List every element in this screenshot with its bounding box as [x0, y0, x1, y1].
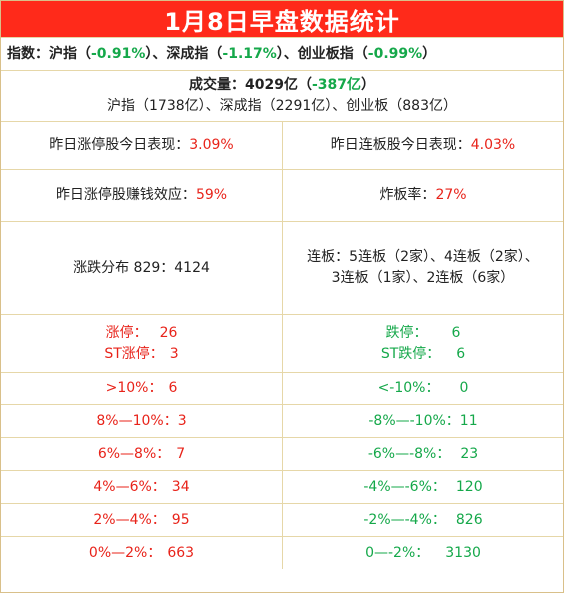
st-limit-down-count: 6 [456, 345, 466, 362]
range-row: 8%—10%： 3 -8%—-10%： 11 [1, 404, 563, 437]
consecutive-performance: 昨日连板股今日表现： 4.03% [282, 122, 563, 169]
cy-index-value: -0.99% [367, 45, 423, 62]
sz-index-value: -1.17% [222, 45, 277, 62]
down-range-cell: -8%—-10%： 11 [282, 405, 563, 437]
indices-cell: 指数： 沪指 （ -0.91% ）、 深成指 （ -1.17% ）、 创业板指 … [1, 38, 563, 70]
up-range-cell: 6%—8%： 7 [97, 445, 186, 462]
volume-change: -387亿 [311, 77, 361, 93]
limitup-performance-value: 3.09% [189, 137, 234, 153]
volume-row: 成交量：4029亿（-387亿） 沪指（1738亿）、深成指（2291亿）、创业… [1, 70, 563, 121]
up-range-cell: 8%—10%： 3 [96, 412, 187, 429]
profit-effect: 昨日涨停股赚钱效应： 59% [1, 170, 282, 221]
down-range-cell: -6%—-8%： 23 [282, 438, 563, 470]
range-row: >10%： 6 <-10%： 0 [1, 372, 563, 404]
up-down-distribution: 涨跌分布 829：4124 [73, 259, 210, 276]
cy-index-name: 创业板指 [297, 45, 354, 62]
profit-row: 昨日涨停股赚钱效应： 59% 炸板率： 27% [1, 169, 563, 221]
break-rate: 炸板率： 27% [282, 170, 563, 221]
down-range-cell: <-10%： 0 [282, 373, 563, 404]
limit-up-cell: 涨停： 26 ST涨停： 3 [104, 324, 179, 362]
st-limit-up-count: 3 [169, 345, 179, 362]
down-range-cell: -4%—-6%： 120 [282, 471, 563, 503]
volume-label: 成交量：4029亿 [188, 77, 298, 93]
range-row: 0%—2%： 663 0—-2%： 3130 [1, 536, 563, 569]
up-range-cell: 2%—4%： 95 [93, 511, 190, 528]
performance-row: 昨日涨停股今日表现： 3.09% 昨日连板股今日表现： 4.03% [1, 121, 563, 169]
limit-row: 涨停： 26 ST涨停： 3 跌停： 6 ST跌停： 6 [1, 314, 563, 372]
volume-detail: 沪指（1738亿）、深成指（2291亿）、创业板（883亿） [107, 98, 457, 114]
limit-down-count: 6 [451, 324, 461, 341]
consecutive-board-list: 连板：5连板（2家）、4连板（2家）、 3连板（1家）、2连板（6家） [282, 222, 563, 314]
range-row: 6%—8%： 7 -6%—-8%： 23 [1, 437, 563, 470]
sh-index-value: -0.91% [91, 45, 146, 62]
sh-index-name: 沪指 [49, 45, 77, 62]
indices-label: 指数： [7, 45, 49, 62]
distribution-row: 涨跌分布 829：4124 连板：5连板（2家）、4连板（2家）、 3连板（1家… [1, 221, 563, 314]
range-row: 2%—4%： 95 -2%—-4%： 826 [1, 503, 563, 536]
consecutive-performance-value: 4.03% [470, 137, 516, 153]
limitup-performance: 昨日涨停股今日表现： 3.09% [1, 122, 282, 169]
volume-cell: 成交量：4029亿（-387亿） 沪指（1738亿）、深成指（2291亿）、创业… [1, 71, 563, 121]
up-range-cell: >10%： 6 [105, 380, 178, 396]
indices-row: 指数： 沪指 （ -0.91% ）、 深成指 （ -1.17% ）、 创业板指 … [1, 37, 563, 70]
report-title: 1月8日早盘数据统计 [1, 1, 563, 37]
range-row: 4%—6%： 34 -4%—-6%： 120 [1, 470, 563, 503]
down-range-cell: 0—-2%： 3130 [282, 537, 563, 569]
sz-index-name: 深成指 [166, 45, 209, 62]
up-range-cell: 0%—2%： 663 [88, 544, 195, 561]
limit-down-cell: 跌停： 6 ST跌停： 6 [282, 315, 563, 372]
break-rate-value: 27% [435, 187, 467, 203]
down-range-cell: -2%—-4%： 826 [282, 504, 563, 536]
profit-effect-value: 59% [195, 187, 228, 203]
up-range-cell: 4%—6%： 34 [93, 478, 190, 495]
limit-up-count: 26 [159, 324, 178, 341]
